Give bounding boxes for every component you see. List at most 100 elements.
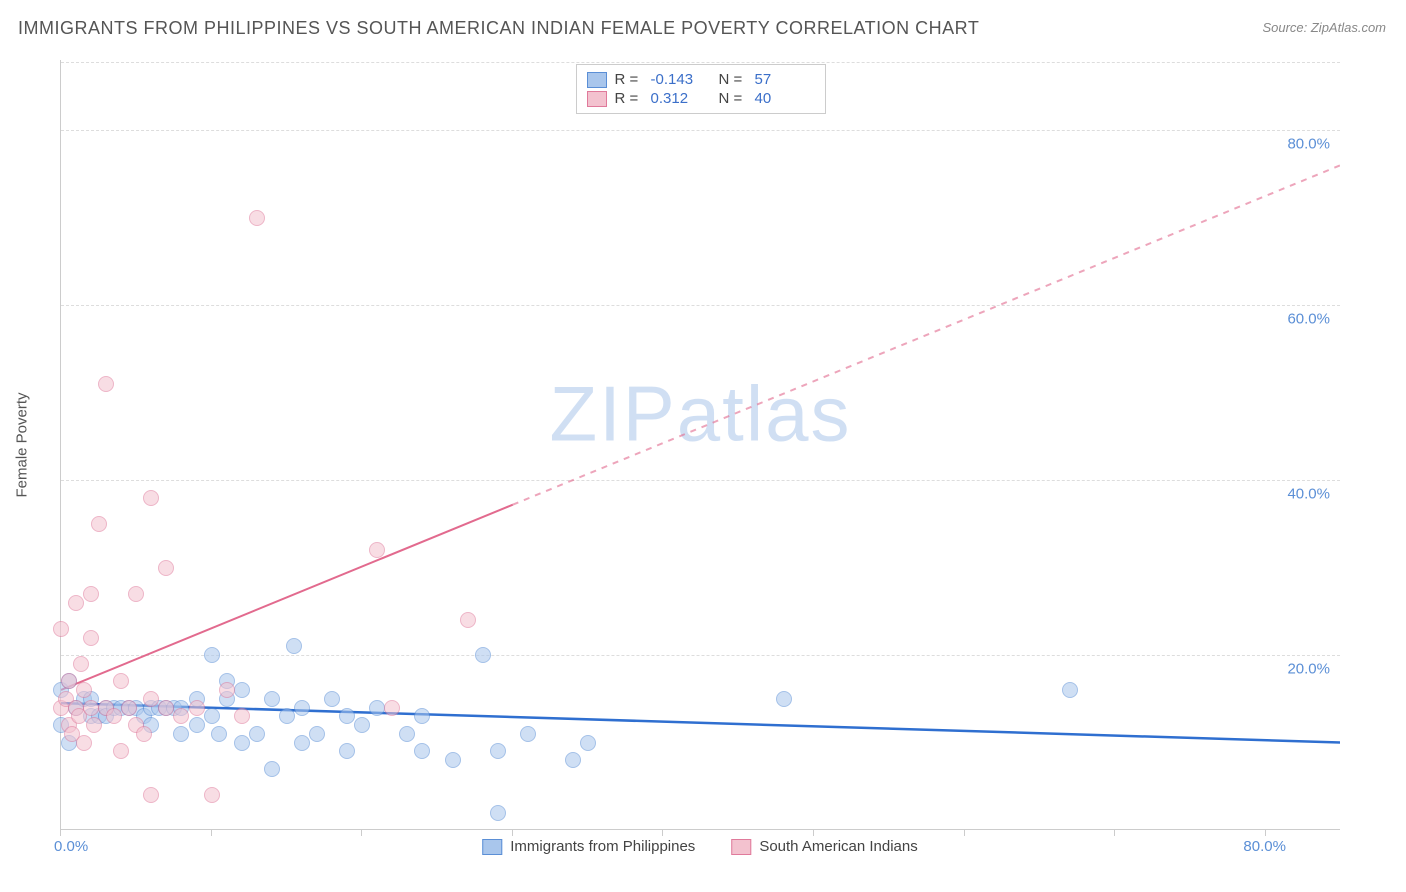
legend-stats-row: R = -0.143 N = 57	[587, 71, 815, 88]
grid-line	[61, 655, 1340, 656]
data-point-philippines	[211, 726, 227, 742]
data-point-philippines	[204, 647, 220, 663]
stat-value-r-pink: 0.312	[651, 90, 711, 107]
data-point-philippines	[1062, 682, 1078, 698]
x-tick	[211, 830, 212, 836]
x-tick-label: 80.0%	[1243, 838, 1286, 855]
grid-line	[61, 480, 1340, 481]
data-point-south_american_indians	[143, 490, 159, 506]
y-axis-title: Female Poverty	[14, 392, 31, 497]
stat-label-n: N =	[719, 90, 747, 107]
x-tick	[1114, 830, 1115, 836]
legend-label: South American Indians	[759, 838, 917, 855]
data-point-south_american_indians	[106, 708, 122, 724]
stat-value-n-blue: 57	[755, 71, 815, 88]
data-point-philippines	[204, 708, 220, 724]
data-point-south_american_indians	[83, 700, 99, 716]
stat-label-r: R =	[615, 71, 643, 88]
legend-swatch-blue	[482, 839, 502, 855]
x-tick	[964, 830, 965, 836]
data-point-south_american_indians	[249, 210, 265, 226]
x-tick-label: 0.0%	[54, 838, 88, 855]
data-point-south_american_indians	[86, 717, 102, 733]
legend-label: Immigrants from Philippines	[510, 838, 695, 855]
grid-line	[61, 130, 1340, 131]
stat-label-n: N =	[719, 71, 747, 88]
data-point-south_american_indians	[121, 700, 137, 716]
data-point-south_american_indians	[158, 560, 174, 576]
grid-line	[61, 305, 1340, 306]
data-point-philippines	[309, 726, 325, 742]
y-tick-label: 60.0%	[1287, 311, 1330, 328]
data-point-south_american_indians	[234, 708, 250, 724]
data-point-philippines	[445, 752, 461, 768]
data-point-philippines	[264, 761, 280, 777]
data-point-philippines	[776, 691, 792, 707]
watermark-atlas: atlas	[677, 369, 852, 457]
data-point-philippines	[565, 752, 581, 768]
data-point-south_american_indians	[204, 787, 220, 803]
data-point-south_american_indians	[173, 708, 189, 724]
watermark: ZIPatlas	[549, 368, 851, 459]
data-point-philippines	[294, 735, 310, 751]
data-point-philippines	[414, 743, 430, 759]
data-point-south_american_indians	[143, 787, 159, 803]
data-point-south_american_indians	[76, 682, 92, 698]
stat-value-n-pink: 40	[755, 90, 815, 107]
data-point-philippines	[490, 743, 506, 759]
data-point-philippines	[234, 682, 250, 698]
data-point-south_american_indians	[73, 656, 89, 672]
data-point-philippines	[279, 708, 295, 724]
watermark-zip: ZIP	[549, 369, 676, 457]
y-tick-label: 20.0%	[1287, 661, 1330, 678]
x-tick	[512, 830, 513, 836]
legend-swatch-pink	[731, 839, 751, 855]
data-point-philippines	[339, 743, 355, 759]
x-tick	[361, 830, 362, 836]
data-point-south_american_indians	[98, 376, 114, 392]
legend-stats-row: R = 0.312 N = 40	[587, 90, 815, 107]
legend-stats: R = -0.143 N = 57 R = 0.312 N = 40	[576, 64, 826, 114]
grid-line	[61, 62, 1340, 63]
data-point-philippines	[520, 726, 536, 742]
data-point-philippines	[264, 691, 280, 707]
data-point-philippines	[580, 735, 596, 751]
data-point-south_american_indians	[460, 612, 476, 628]
data-point-south_american_indians	[189, 700, 205, 716]
data-point-south_american_indians	[68, 595, 84, 611]
data-point-philippines	[475, 647, 491, 663]
data-point-philippines	[234, 735, 250, 751]
data-point-south_american_indians	[83, 630, 99, 646]
data-point-philippines	[173, 726, 189, 742]
data-point-philippines	[324, 691, 340, 707]
data-point-south_american_indians	[369, 542, 385, 558]
legend-item: South American Indians	[731, 838, 917, 855]
legend-bottom: Immigrants from Philippines South Americ…	[482, 838, 918, 855]
legend-swatch-pink	[587, 91, 607, 107]
data-point-south_american_indians	[158, 700, 174, 716]
data-point-south_american_indians	[53, 621, 69, 637]
data-point-south_american_indians	[143, 691, 159, 707]
data-point-philippines	[414, 708, 430, 724]
data-point-south_american_indians	[384, 700, 400, 716]
data-point-south_american_indians	[219, 682, 235, 698]
data-point-south_american_indians	[61, 673, 77, 689]
legend-item: Immigrants from Philippines	[482, 838, 695, 855]
data-point-philippines	[249, 726, 265, 742]
stat-label-r: R =	[615, 90, 643, 107]
data-point-south_american_indians	[76, 735, 92, 751]
chart-area: Female Poverty ZIPatlas R = -0.143 N = 5…	[60, 60, 1340, 830]
data-point-philippines	[354, 717, 370, 733]
x-tick	[1265, 830, 1266, 836]
chart-title: IMMIGRANTS FROM PHILIPPINES VS SOUTH AME…	[18, 18, 979, 39]
data-point-south_american_indians	[128, 586, 144, 602]
data-point-south_american_indians	[113, 743, 129, 759]
x-tick	[60, 830, 61, 836]
data-point-south_american_indians	[91, 516, 107, 532]
data-point-philippines	[339, 708, 355, 724]
data-point-south_american_indians	[83, 586, 99, 602]
data-point-philippines	[399, 726, 415, 742]
data-point-philippines	[294, 700, 310, 716]
trend-lines	[61, 60, 1340, 829]
data-point-philippines	[189, 717, 205, 733]
